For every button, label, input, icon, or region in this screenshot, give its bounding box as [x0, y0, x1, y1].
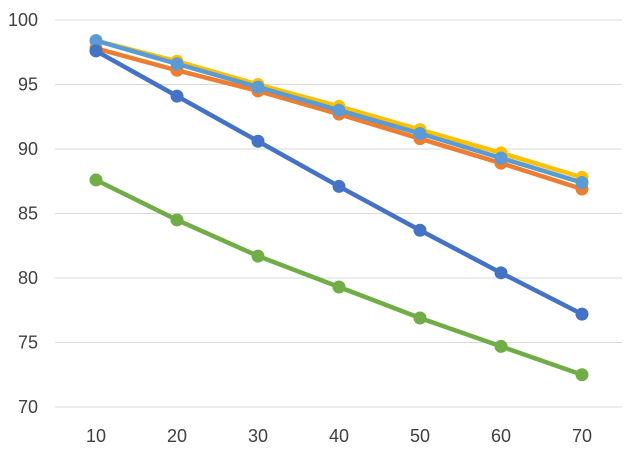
x-tick-label: 30: [248, 426, 268, 446]
grid-layer: [55, 19, 622, 408]
data-point: [89, 173, 103, 187]
data-point: [413, 223, 427, 237]
data-point: [575, 176, 589, 190]
data-point: [251, 249, 265, 263]
data-point: [170, 57, 184, 71]
series-3: [89, 44, 589, 321]
y-tick-label: 80: [18, 268, 38, 288]
data-point: [494, 266, 508, 280]
x-tick-label: 50: [410, 426, 430, 446]
x-tick-label: 40: [329, 426, 349, 446]
data-point: [494, 151, 508, 165]
data-point: [494, 339, 508, 353]
data-point: [332, 280, 346, 294]
y-tick-label: 70: [18, 397, 38, 417]
x-tick-label: 60: [491, 426, 511, 446]
x-axis-tick-labels: 10 20 30 40 50 60 70: [86, 426, 592, 446]
data-point: [251, 80, 265, 94]
data-point: [575, 368, 589, 382]
y-tick-label: 90: [18, 139, 38, 159]
series-layer: [89, 34, 589, 382]
x-tick-label: 20: [167, 426, 187, 446]
x-tick-label: 10: [86, 426, 106, 446]
data-point: [170, 213, 184, 227]
series-1: [89, 41, 589, 196]
y-tick-label: 100: [8, 10, 38, 30]
data-point: [170, 89, 184, 103]
data-point: [89, 44, 103, 58]
x-tick-label: 70: [572, 426, 592, 446]
y-axis-tick-labels: 70 75 80 85 90 95 100: [8, 10, 38, 417]
data-point: [89, 34, 103, 48]
data-point: [413, 127, 427, 141]
data-point: [575, 307, 589, 321]
data-point: [332, 179, 346, 193]
data-point: [332, 103, 346, 117]
data-point: [413, 311, 427, 325]
y-tick-label: 85: [18, 204, 38, 224]
y-tick-label: 75: [18, 333, 38, 353]
series-4: [89, 173, 589, 382]
series-2: [89, 34, 589, 190]
data-point: [251, 134, 265, 148]
y-tick-label: 95: [18, 75, 38, 95]
